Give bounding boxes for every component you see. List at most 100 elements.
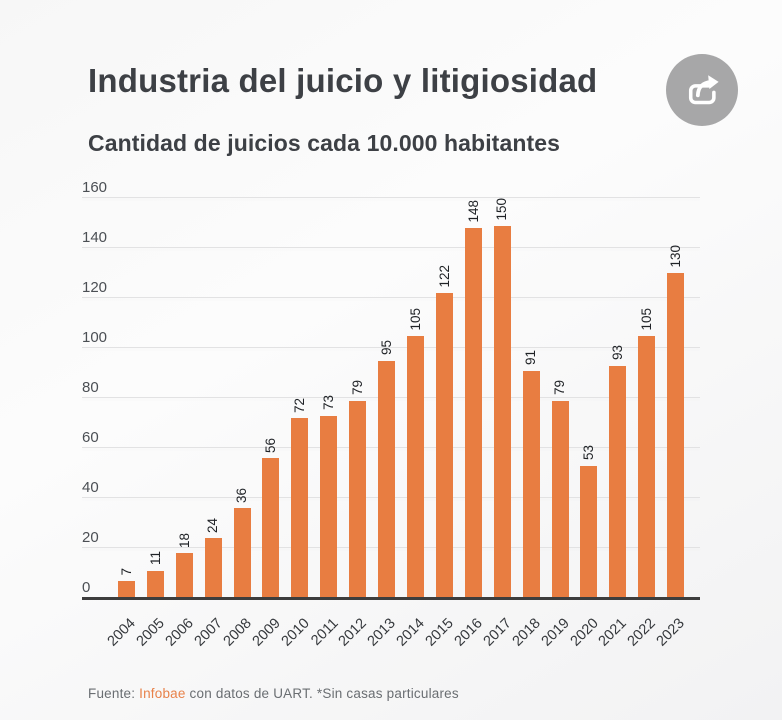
bar-value-label: 72 [292, 397, 308, 413]
bar-2023[interactable] [667, 273, 685, 598]
x-tick-2006: 2006 [162, 615, 197, 650]
bar-2008[interactable] [233, 508, 251, 598]
y-tick-160: 160 [82, 179, 108, 196]
bar-value-label: 73 [321, 395, 337, 411]
bar-slot-2013: 95 [372, 198, 401, 598]
x-tick-2022: 2022 [625, 615, 660, 650]
y-tick-120: 120 [82, 279, 108, 296]
x-tick-2015: 2015 [422, 615, 457, 650]
source-prefix: Fuente: [88, 686, 140, 701]
bar-slot-2006: 18 [170, 198, 199, 598]
y-tick-40: 40 [82, 479, 99, 496]
bar-2011[interactable] [320, 415, 338, 598]
x-tick-2023: 2023 [653, 615, 689, 650]
bar-2018[interactable] [522, 370, 540, 598]
bar-value-label: 56 [263, 437, 279, 453]
bar-slot-2016: 148 [459, 198, 488, 598]
y-tick-140: 140 [82, 229, 108, 246]
y-tick-60: 60 [82, 429, 99, 446]
bar-2014[interactable] [407, 335, 425, 598]
x-tick-2021: 2021 [596, 615, 631, 650]
bar-2016[interactable] [464, 228, 482, 598]
bar-value-label: 79 [552, 380, 568, 396]
bar-value-label: 18 [176, 532, 192, 548]
bar-2009[interactable] [262, 458, 280, 598]
bar-slot-2010: 72 [285, 198, 314, 598]
gridline-100 [82, 347, 700, 348]
gridline-120 [82, 297, 700, 298]
bar-2022[interactable] [638, 335, 656, 598]
x-tick-2013: 2013 [364, 615, 400, 650]
x-tick-2007: 2007 [191, 615, 226, 650]
source-suffix: con datos de UART. *Sin casas particular… [185, 686, 459, 701]
bar-value-label: 148 [465, 200, 481, 223]
bar-value-label: 91 [523, 350, 539, 366]
bar-2019[interactable] [551, 400, 569, 598]
x-tick-2004: 2004 [104, 615, 139, 650]
bar-slot-2012: 79 [343, 198, 372, 598]
y-tick-100: 100 [82, 329, 108, 346]
bar-slot-2005: 11 [141, 198, 170, 598]
bar-chart: 0 20 40 60 80 100 120 140 160 7 11 18 24 36 56 72 73 79 9… [82, 180, 700, 650]
bar-slot-2014: 105 [401, 198, 430, 598]
bar-value-label: 95 [378, 340, 394, 356]
bar-2010[interactable] [291, 418, 309, 598]
bar-value-label: 53 [581, 445, 597, 461]
x-tick-2010: 2010 [278, 615, 313, 650]
bar-slot-2015: 122 [430, 198, 459, 598]
bar-slot-2021: 93 [603, 198, 632, 598]
share-icon [683, 71, 721, 109]
x-tick-2012: 2012 [336, 615, 371, 650]
bar-value-label: 150 [494, 198, 510, 221]
bar-value-label: 11 [147, 551, 163, 566]
bar-slot-2018: 91 [517, 198, 546, 598]
source-note: Fuente: Infobae con datos de UART. *Sin … [88, 686, 459, 701]
bar-slot-2004: 7 [112, 198, 141, 598]
bar-2020[interactable] [580, 465, 598, 598]
bar-2006[interactable] [175, 553, 193, 598]
bar-slot-2007: 24 [199, 198, 228, 598]
x-tick-2005: 2005 [133, 615, 168, 650]
x-axis-line [82, 597, 700, 600]
bar-slot-2009: 56 [257, 198, 286, 598]
bar-slot-2008: 36 [228, 198, 257, 598]
bar-slot-2017: 150 [488, 198, 517, 598]
bar-value-label: 36 [234, 487, 250, 503]
bar-slot-2022: 105 [632, 198, 661, 598]
bar-2013[interactable] [378, 360, 396, 598]
bar-2015[interactable] [435, 293, 453, 598]
share-button[interactable] [666, 54, 738, 126]
bar-slot-2011: 73 [314, 198, 343, 598]
y-tick-80: 80 [82, 379, 99, 396]
bar-2021[interactable] [609, 365, 627, 598]
y-tick-0: 0 [82, 579, 91, 596]
y-tick-20: 20 [82, 529, 99, 546]
plot-area: 7 11 18 24 36 56 72 73 79 95 105 122 148 150 91 79 53 93 1… [112, 198, 690, 598]
bar-value-label: 7 [118, 567, 134, 576]
x-tick-2008: 2008 [220, 615, 255, 650]
x-tick-2014: 2014 [393, 615, 428, 650]
bar-2005[interactable] [146, 570, 164, 598]
bar-value-label: 24 [205, 517, 221, 533]
gridline-140 [82, 247, 700, 248]
gridline-160 [82, 197, 700, 198]
bar-value-label: 122 [436, 265, 452, 288]
x-tick-2009: 2009 [249, 615, 284, 650]
x-tick-2018: 2018 [509, 615, 544, 650]
bar-value-label: 93 [610, 345, 626, 361]
bar-2017[interactable] [493, 225, 511, 598]
bar-2007[interactable] [204, 538, 222, 598]
x-tick-2020: 2020 [567, 615, 602, 650]
x-tick-2019: 2019 [538, 615, 573, 650]
bar-value-label: 105 [639, 307, 655, 331]
chart-subtitle: Cantidad de juicios cada 10.000 habitant… [88, 130, 561, 156]
bar-slot-2019: 79 [546, 198, 575, 598]
x-tick-2017: 2017 [480, 615, 515, 650]
bar-slot-2023: 130 [661, 198, 690, 598]
x-tick-2011: 2011 [307, 615, 342, 649]
bar-2004[interactable] [117, 580, 135, 598]
x-tick-2016: 2016 [451, 615, 486, 650]
bar-2012[interactable] [349, 400, 367, 598]
source-name: Infobae [139, 686, 186, 701]
